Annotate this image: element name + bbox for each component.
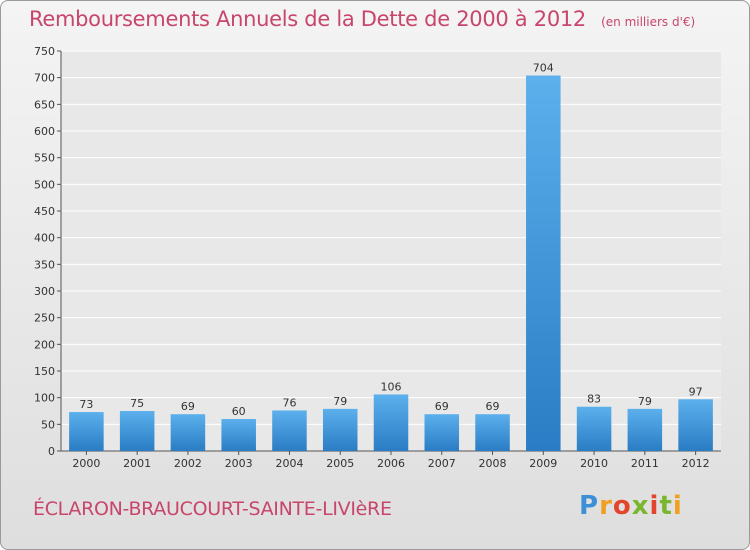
- logo-letter: P: [579, 491, 600, 521]
- y-tick-label: 700: [34, 72, 55, 85]
- y-tick-label: 200: [34, 338, 55, 351]
- bar: [526, 75, 561, 452]
- chart-title-row: Remboursements Annuels de la Dette de 20…: [29, 7, 695, 31]
- y-tick-label: 0: [48, 445, 55, 458]
- bar: [272, 410, 307, 451]
- bar-value-label: 704: [533, 62, 554, 75]
- bar-value-label: 75: [130, 397, 144, 410]
- chart-title: Remboursements Annuels de la Dette de 20…: [29, 7, 586, 31]
- logo-letter: t: [659, 491, 673, 521]
- bar: [221, 419, 256, 451]
- bar-value-label: 106: [381, 380, 402, 393]
- y-tick-label: 300: [34, 285, 55, 298]
- bar-value-label: 97: [689, 385, 703, 398]
- logo-letter: i: [649, 491, 660, 521]
- x-tick-label: 2012: [682, 457, 710, 470]
- y-tick-label: 650: [34, 98, 55, 111]
- bar-value-label: 60: [232, 405, 246, 418]
- bar-value-label: 69: [486, 400, 500, 413]
- x-tick-label: 2001: [123, 457, 151, 470]
- x-tick-label: 2008: [479, 457, 507, 470]
- x-tick-label: 2006: [377, 457, 405, 470]
- bar: [119, 411, 155, 451]
- logo-letter: i: [672, 491, 683, 521]
- y-tick-label: 500: [34, 178, 55, 191]
- x-tick-label: 2011: [631, 457, 659, 470]
- y-tick-label: 400: [34, 232, 55, 245]
- bar: [373, 394, 409, 451]
- bar-value-label: 73: [79, 398, 93, 411]
- y-tick-label: 250: [34, 312, 55, 325]
- y-tick-label: 600: [34, 125, 55, 138]
- logo-letter: o: [612, 491, 632, 521]
- y-tick-label: 750: [34, 45, 55, 58]
- bar-value-label: 83: [587, 393, 601, 406]
- bar-value-label: 76: [282, 396, 296, 409]
- x-tick-label: 2000: [72, 457, 100, 470]
- y-tick-label: 350: [34, 258, 55, 271]
- x-tick-label: 2007: [428, 457, 456, 470]
- bar: [322, 408, 358, 451]
- x-tick-label: 2009: [529, 457, 557, 470]
- bar-value-label: 79: [638, 395, 652, 408]
- plot-area: [61, 51, 721, 451]
- bar: [475, 414, 510, 451]
- bar: [69, 412, 104, 451]
- commune-name: ÉCLARON-BRAUCOURT-SAINTE-LIVIèRE: [33, 498, 392, 520]
- y-tick-label: 50: [41, 418, 55, 431]
- bar: [627, 408, 663, 451]
- y-tick-label: 150: [34, 365, 55, 378]
- x-tick-label: 2003: [225, 457, 253, 470]
- bar: [170, 414, 206, 451]
- x-tick-label: 2005: [326, 457, 354, 470]
- x-tick-label: 2004: [275, 457, 303, 470]
- bar: [424, 414, 460, 451]
- y-tick-label: 100: [34, 392, 55, 405]
- bar: [678, 399, 713, 451]
- bar-value-label: 79: [333, 395, 347, 408]
- unit-label: (en milliers d'€): [601, 15, 696, 29]
- y-tick-label: 450: [34, 205, 55, 218]
- proxiti-logo: Proxiti: [579, 491, 683, 521]
- logo-letter: x: [631, 491, 650, 521]
- y-tick-label: 550: [34, 152, 55, 165]
- bar-value-label: 69: [435, 400, 449, 413]
- bar: [576, 406, 612, 451]
- bar-value-label: 69: [181, 400, 195, 413]
- logo-letter: r: [599, 491, 613, 521]
- x-tick-label: 2010: [580, 457, 608, 470]
- x-tick-label: 2002: [174, 457, 202, 470]
